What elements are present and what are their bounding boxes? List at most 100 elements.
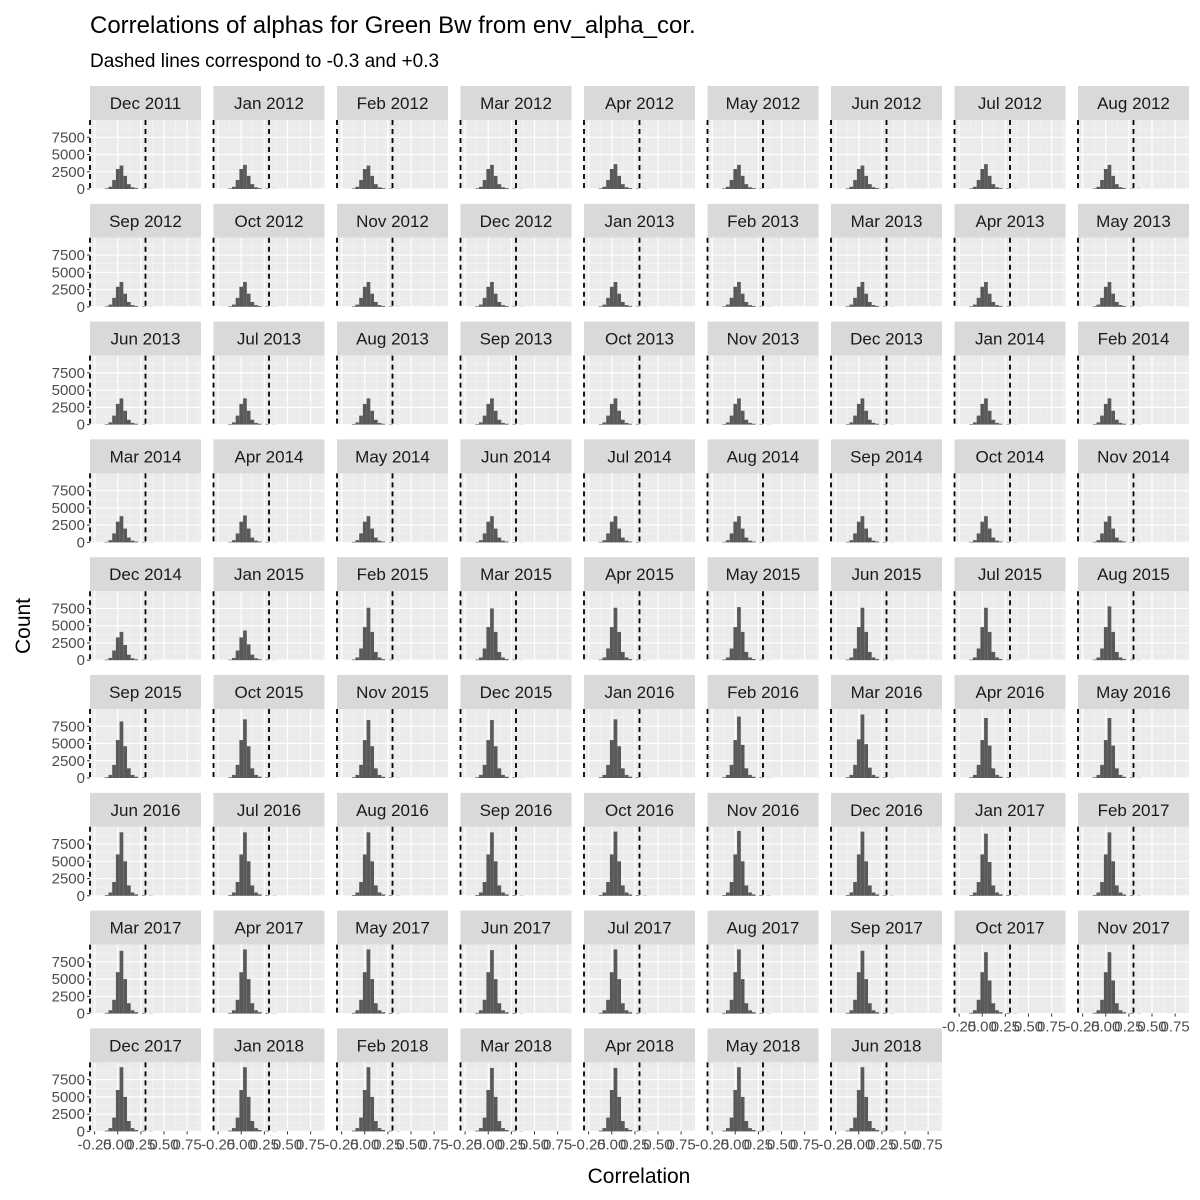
- histogram-bar: [744, 651, 749, 661]
- facet-strip: [90, 203, 201, 238]
- histogram-bar: [482, 764, 487, 778]
- histogram-bar: [864, 175, 868, 189]
- histogram-bar: [112, 1117, 116, 1132]
- histogram-bar: [141, 777, 146, 778]
- histogram-bar: [729, 180, 734, 189]
- facet-strip: [954, 86, 1066, 120]
- histogram-bar: [628, 423, 633, 425]
- histogram-bar: [108, 1128, 113, 1132]
- histogram-bar: [759, 1012, 763, 1014]
- facet-panel: Apr 2015: [583, 557, 695, 661]
- histogram-bar: [254, 892, 258, 896]
- histogram-bar: [740, 979, 745, 1014]
- histogram-bar: [733, 521, 738, 543]
- histogram-bar: [497, 537, 502, 543]
- histogram-bar: [733, 286, 738, 307]
- histogram-bar: [860, 607, 865, 661]
- histogram-bar: [366, 516, 371, 543]
- histogram-bar: [602, 540, 607, 543]
- histogram-bar: [239, 972, 244, 1014]
- histogram-bar: [265, 1012, 269, 1014]
- histogram-bar: [370, 979, 374, 1014]
- facet-strip: [584, 675, 695, 709]
- histogram-bar: [254, 305, 258, 307]
- facet-strip-label: Jun 2013: [111, 330, 181, 349]
- histogram-bar: [504, 541, 509, 543]
- histogram-bar: [362, 627, 367, 661]
- histogram-bar: [621, 651, 625, 661]
- histogram-bar: [362, 1090, 367, 1132]
- histogram-bar: [134, 894, 139, 896]
- facet-panel: Jan 2013: [583, 203, 695, 308]
- facet-panel: Jun 2012: [830, 86, 942, 190]
- histogram-bar: [1103, 740, 1108, 778]
- histogram-bar: [243, 630, 247, 661]
- histogram-bar: [875, 541, 880, 543]
- histogram-bar: [628, 659, 633, 661]
- histogram-bar: [864, 861, 868, 896]
- histogram-bar: [991, 537, 996, 543]
- histogram-bar: [849, 422, 854, 425]
- histogram-bar: [845, 777, 850, 778]
- histogram-bar: [381, 894, 386, 896]
- histogram-bar: [860, 165, 865, 189]
- facet-strip: [1078, 321, 1189, 356]
- histogram-bar: [998, 659, 1003, 661]
- histogram-bar: [1100, 415, 1104, 425]
- histogram-bar: [359, 415, 363, 425]
- facet-panel: Apr 2014: [212, 439, 325, 544]
- histogram-bar: [744, 1003, 749, 1014]
- y-tick-label: 2500: [52, 635, 85, 652]
- histogram-bar: [980, 627, 985, 661]
- histogram-bar: [108, 186, 113, 189]
- histogram-bar: [995, 422, 999, 425]
- histogram-bar: [1006, 777, 1010, 778]
- histogram-bar: [1118, 1010, 1123, 1014]
- y-tick-label: 7500: [52, 483, 85, 500]
- histogram-bar: [497, 1121, 502, 1132]
- histogram-bar: [1103, 403, 1108, 425]
- histogram-bar: [868, 1003, 872, 1014]
- histogram-bar: [115, 168, 120, 189]
- x-tick-label: 0.75: [914, 1136, 943, 1153]
- facet-strip: [831, 86, 942, 120]
- facet-strip-label: Mar 2016: [851, 683, 923, 702]
- histogram-bar: [355, 657, 360, 661]
- histogram-bar: [265, 777, 269, 778]
- facet-strip: [954, 792, 1066, 827]
- facet-strip-label: Feb 2017: [1098, 801, 1170, 820]
- histogram-bar: [257, 188, 262, 189]
- histogram-bar: [1115, 651, 1119, 661]
- histogram-bar: [355, 540, 360, 543]
- histogram-bar: [381, 659, 386, 661]
- histogram-bar: [475, 777, 479, 778]
- histogram-bar: [980, 854, 985, 896]
- histogram-bar: [733, 168, 738, 189]
- histogram-bar: [239, 1090, 244, 1132]
- histogram-bar: [239, 286, 244, 307]
- histogram-bar: [493, 410, 498, 425]
- facet-strip: [1078, 557, 1189, 592]
- histogram-bar: [617, 175, 621, 189]
- histogram-bar: [628, 541, 633, 543]
- histogram-bar: [355, 774, 360, 779]
- facet-strip-label: May 2018: [726, 1036, 801, 1055]
- histogram-bar: [1118, 657, 1123, 661]
- histogram-bar: [613, 281, 618, 307]
- histogram-bar: [980, 740, 985, 778]
- facet-panel: Oct 2013: [583, 321, 695, 426]
- histogram-bar: [104, 1130, 109, 1132]
- histogram-bar: [991, 419, 996, 425]
- histogram-bar: [1100, 533, 1104, 543]
- histogram-bar: [726, 1128, 730, 1132]
- histogram-bar: [501, 540, 505, 543]
- histogram-bar: [486, 854, 491, 896]
- histogram-bar: [1122, 188, 1127, 189]
- histogram-bar: [875, 1130, 880, 1132]
- histogram-bar: [228, 777, 232, 778]
- histogram-bar: [973, 892, 977, 896]
- histogram-bar: [624, 305, 629, 307]
- histogram-bar: [856, 739, 861, 778]
- histogram-bar: [987, 861, 992, 896]
